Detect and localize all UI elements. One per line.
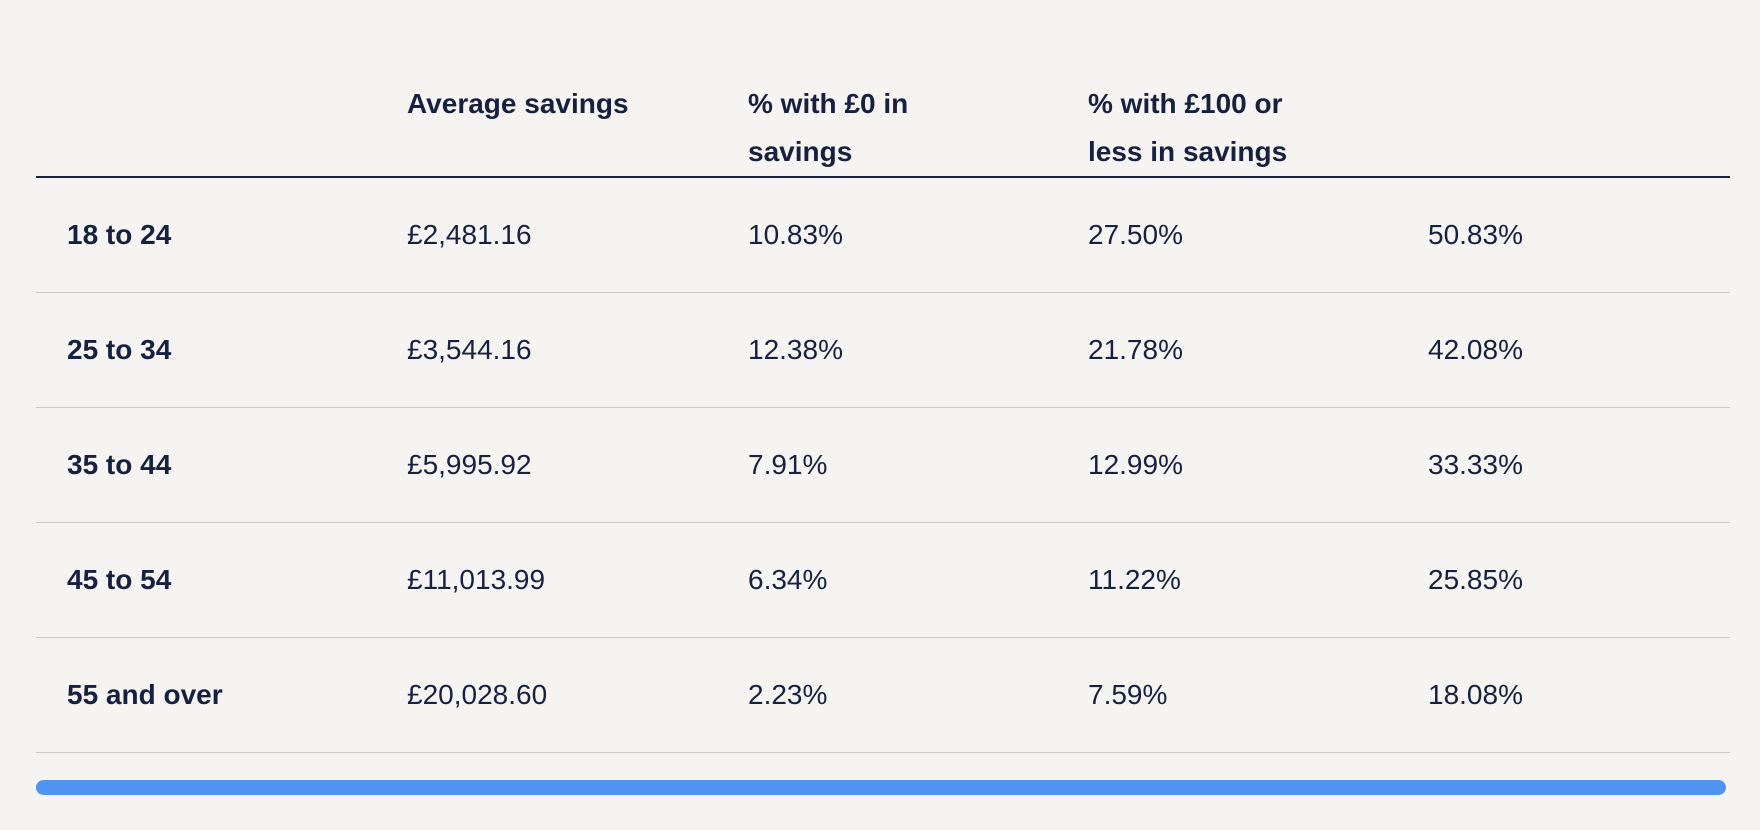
cell: 12.38% [748,292,1088,408]
cell: 7.59% [1088,637,1428,753]
cell: 12.99% [1088,407,1428,523]
table-container: Average savings % with £0 in savings % w… [36,0,1730,753]
cell: 7.91% [748,407,1088,523]
header-cell: % with £0 in savings [748,0,1088,178]
cell: 10.83% [748,177,1088,293]
cell: 6.34% [748,522,1088,638]
cell: 2.23% [748,637,1088,753]
table-row: 55 and over £20,028.60 2.23% 7.59% 18.08% [36,637,1730,753]
cell: £2,481.16 [407,177,748,293]
cell: £5,995.92 [407,407,748,523]
cell: £3,544.16 [407,292,748,408]
cell: £11,013.99 [407,522,748,638]
header-row: Average savings % with £0 in savings % w… [36,0,1730,178]
table-row: 25 to 34 £3,544.16 12.38% 21.78% 42.08% [36,292,1730,408]
row-label: 18 to 24 [36,177,407,293]
row-label: 25 to 34 [36,292,407,408]
table-row: 18 to 24 £2,481.16 10.83% 27.50% 50.83% [36,177,1730,293]
cell: 11.22% [1088,522,1428,638]
cell: £20,028.60 [407,637,748,753]
table-row: 35 to 44 £5,995.92 7.91% 12.99% 33.33% [36,407,1730,523]
row-label: 45 to 54 [36,522,407,638]
header-cell: % with £100 or less in savings [1088,0,1428,178]
cell: 27.50% [1088,177,1428,293]
cell: 33.33% [1428,407,1730,523]
cell: 25.85% [1428,522,1730,638]
table-row: 45 to 54 £11,013.99 6.34% 11.22% 25.85% [36,522,1730,638]
cell: 50.83% [1428,177,1730,293]
header-cell [36,0,407,178]
cell: 18.08% [1428,637,1730,753]
cell: 42.08% [1428,292,1730,408]
header-text: Average savings [407,88,629,119]
header-cell: Average savings [407,0,748,178]
row-label: 35 to 44 [36,407,407,523]
savings-table: Average savings % with £0 in savings % w… [36,0,1730,753]
row-label: 55 and over [36,637,407,753]
table-body: 18 to 24 £2,481.16 10.83% 27.50% 50.83% 25 to… [36,177,1730,753]
cell: 21.78% [1088,292,1428,408]
header-cell [1428,0,1730,178]
scrollbar[interactable] [36,780,1726,795]
header-text: % with £100 or less in savings [1088,88,1288,167]
header-text: % with £0 in savings [748,88,909,167]
